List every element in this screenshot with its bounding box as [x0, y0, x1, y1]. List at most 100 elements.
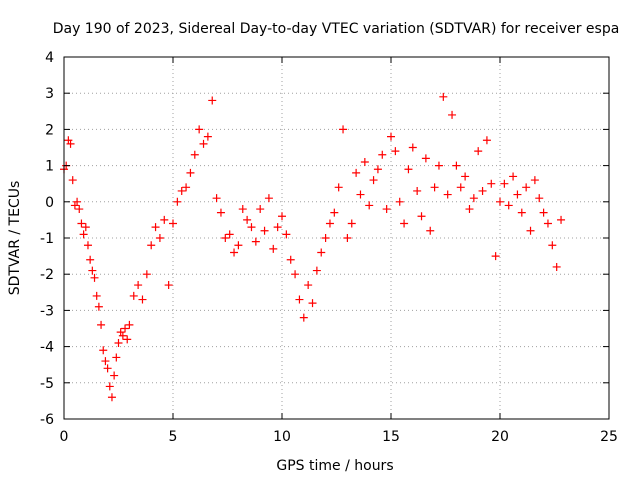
data-point [286, 255, 295, 264]
data-point [105, 382, 114, 391]
data-point [221, 234, 230, 242]
data-point [164, 281, 173, 290]
data-point [543, 219, 552, 228]
data-point [469, 194, 478, 203]
data-point [118, 331, 127, 340]
data-point [321, 234, 330, 242]
data-point [452, 161, 461, 170]
data-point [325, 219, 334, 228]
data-point [535, 194, 544, 203]
data-point [121, 324, 130, 333]
data-point [317, 248, 326, 257]
data-point [79, 230, 88, 239]
y-tick-label: 4 [45, 50, 54, 66]
data-point [64, 136, 73, 145]
data-point [75, 205, 84, 214]
data-point [264, 194, 273, 203]
data-point [70, 201, 79, 210]
x-tick-label: 15 [382, 429, 400, 445]
data-point [169, 219, 177, 228]
data-point [369, 176, 378, 185]
data-point [208, 96, 217, 105]
data-point [86, 255, 95, 264]
data-point [448, 110, 457, 119]
data-point [387, 132, 395, 141]
data-point [330, 208, 339, 217]
data-point [352, 168, 361, 177]
data-point [482, 136, 491, 145]
data-point [509, 172, 518, 181]
data-point [400, 219, 409, 228]
data-point [114, 338, 123, 347]
data-point [147, 241, 156, 250]
data-point [365, 201, 374, 210]
data-point [278, 212, 286, 221]
data-point [123, 335, 132, 344]
data-point [456, 183, 465, 192]
data-point [160, 215, 169, 224]
data-point [177, 186, 186, 195]
data-point [395, 197, 404, 206]
data-point [312, 266, 321, 275]
data-point [77, 219, 86, 228]
data-point [251, 237, 260, 246]
x-tick-label: 0 [60, 429, 69, 445]
data-point [173, 197, 182, 206]
data-point [151, 223, 160, 232]
y-axis-label: SDTVAR / TECUs [7, 181, 23, 296]
data-point [99, 346, 108, 355]
data-point [299, 313, 308, 322]
ticks-layer: 0 5 10 15 20 25 -6 -5 -4 -3 -2 -1 0 1 2 3 4 [40, 50, 618, 445]
data-point [92, 291, 101, 300]
data-point [443, 190, 452, 199]
data-point [134, 281, 143, 290]
y-tick-label: 3 [45, 86, 54, 102]
data-point [334, 183, 343, 192]
data-point [88, 266, 97, 275]
data-point [112, 353, 121, 362]
data-point [530, 176, 539, 185]
grid-layer [64, 57, 609, 419]
data-point [478, 186, 487, 195]
x-tick-label: 25 [600, 429, 618, 445]
data-point [347, 219, 356, 228]
data-point [426, 226, 435, 235]
data-point [216, 208, 225, 217]
data-point [116, 328, 125, 337]
data-point [225, 230, 234, 239]
data-point [513, 190, 522, 199]
chart-title: Day 190 of 2023, Sidereal Day-to-day VTE… [53, 21, 620, 37]
data-point [125, 320, 134, 329]
data-point [182, 183, 191, 192]
data-point [295, 295, 304, 304]
data-point [339, 125, 348, 134]
data-point [73, 197, 82, 206]
data-point [291, 270, 300, 279]
data-point [439, 92, 448, 101]
data-point [356, 190, 365, 199]
data-point [404, 165, 413, 174]
data-point [496, 197, 504, 206]
data-point [110, 371, 119, 380]
data-point [421, 154, 430, 163]
data-point [107, 393, 116, 402]
data-point [97, 320, 106, 329]
y-tick-label: -2 [40, 267, 54, 283]
data-point [408, 143, 417, 152]
data-point [81, 223, 90, 232]
data-point [269, 244, 278, 253]
data-point [212, 194, 221, 203]
data-point [343, 234, 352, 242]
data-point [101, 357, 110, 366]
data-point [90, 273, 99, 282]
data-point [83, 241, 92, 250]
data-point [230, 248, 239, 257]
y-tick-label: 2 [45, 122, 54, 138]
data-point [68, 176, 77, 185]
data-point [304, 281, 313, 290]
y-tick-label: 1 [45, 159, 54, 175]
data-point [382, 205, 391, 214]
data-point [199, 139, 208, 148]
data-point [273, 223, 282, 232]
data-point [256, 205, 265, 214]
